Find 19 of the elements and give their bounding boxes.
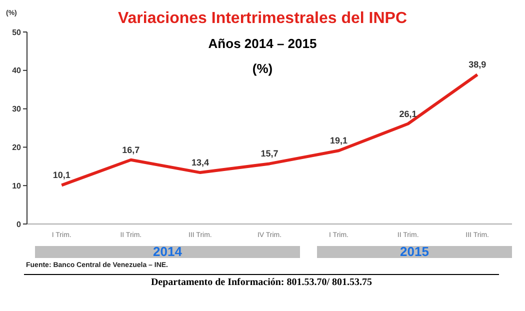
data-label: 19,1 [330, 136, 348, 146]
text: 2015 [317, 244, 512, 259]
annotation: (%) [252, 61, 273, 76]
text: 2014 [35, 244, 300, 259]
data-label: 13,4 [191, 158, 209, 168]
data-label: 10,1 [52, 170, 70, 180]
data-label: 15,7 [260, 148, 278, 159]
y-tick-label: 0 [16, 220, 22, 229]
chart-subtitle: Años 2014 – 2015 [207, 36, 318, 51]
y-tick-label: 50 [12, 28, 22, 37]
data-label: 16,7 [122, 144, 140, 155]
y-tick-label: 40 [12, 66, 22, 76]
text: Departamento de Información: 801.53.70/ 801.53.75 [24, 274, 499, 288]
y-tick-label: 10 [12, 181, 22, 190]
y-tick-label: 20 [12, 143, 22, 152]
data-label: 26,1 [399, 108, 417, 119]
y-tick-label: 30 [12, 104, 22, 114]
data-label: 38,9 [468, 60, 486, 70]
chart-title: Variaciones Intertrimestrales del INPC [118, 10, 407, 27]
